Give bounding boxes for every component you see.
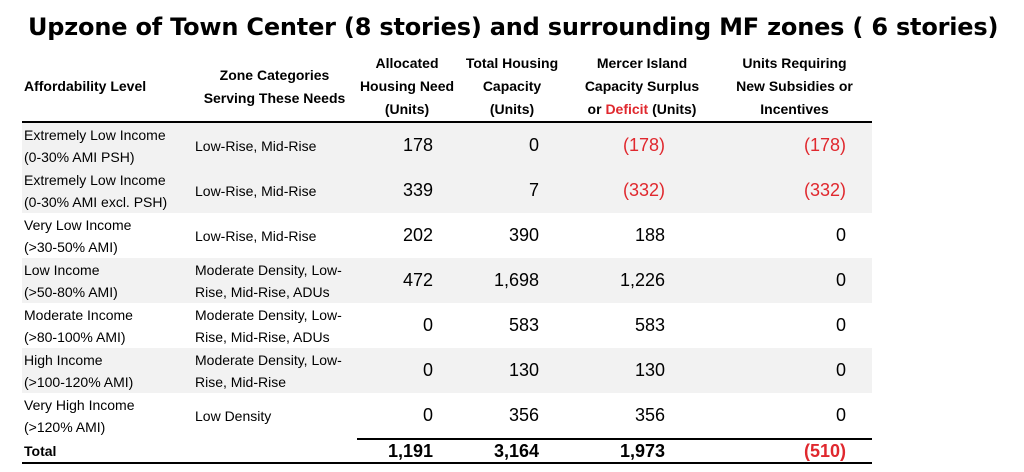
page-title: Upzone of Town Center (8 stories) and su… [28, 13, 999, 41]
capacity-cell: 130 [457, 348, 567, 393]
subsidy-cell: 0 [835, 405, 846, 425]
subsidy-cell: 0 [717, 348, 872, 393]
header-allocated: Allocated Housing Need (Units) [357, 52, 457, 123]
affordability-level-cell: Moderate Income (>80-100% AMI) [24, 306, 133, 345]
surplus-cell: (178) [567, 122, 717, 168]
table-row: Low Income (>50-80% AMI) Moderate Density… [22, 258, 872, 303]
subsidy-cell: 0 [717, 258, 872, 303]
subsidy-cell: (332) [717, 168, 872, 213]
capacity-cell: 7 [457, 168, 567, 213]
affordability-level-cell: Low Income (>50-80% AMI) [22, 258, 192, 303]
capacity-cell: 583 [508, 315, 539, 335]
total-subsidy: (510) [717, 438, 872, 464]
zone-cell: Moderate Density, Low- Rise, Mid-Rise, AD… [192, 258, 357, 303]
surplus-cell: 1,226 [567, 258, 717, 303]
affordability-level-cell: Extremely Low Income (0-30% AMI PSH) [22, 122, 192, 168]
table-row: Extremely Low Income (0-30% AMI PSH) Low-… [22, 122, 872, 168]
zone-cell: Low Density [195, 408, 272, 424]
total-zone-cell [192, 439, 357, 464]
table-row: Moderate Income (>80-100% AMI) Moderate D… [22, 303, 872, 348]
allocated-cell: 0 [422, 315, 433, 335]
zone-cell: Moderate Density, Low- Rise, Mid-Rise [192, 348, 357, 393]
allocated-cell: 472 [357, 258, 457, 303]
zone-cell: Low-Rise, Mid-Rise [195, 227, 317, 244]
header-surplus: Mercer Island Capacity Surplus or Deficit … [567, 52, 717, 123]
surplus-cell: 583 [634, 315, 665, 335]
header-zone-categories: Zone Categories Serving These Needs [192, 52, 357, 123]
surplus-cell: 356 [634, 405, 665, 425]
table-row: Very Low Income (>30-50% AMI) Low-Rise, M… [22, 213, 872, 258]
header-capacity: Total Housing Capacity (Units) [457, 52, 567, 123]
housing-capacity-table: Affordability Level Zone Categories Servi… [22, 52, 872, 464]
total-capacity: 3,164 [457, 438, 567, 464]
total-row: Total 1,191 3,164 1,973 (510) [22, 438, 872, 464]
subsidy-cell: (178) [717, 122, 872, 168]
zone-cell: Low-Rise, Mid-Rise [192, 122, 357, 168]
allocated-cell: 339 [357, 168, 457, 213]
table-header-row: Affordability Level Zone Categories Servi… [22, 52, 872, 123]
allocated-cell: 202 [402, 225, 433, 245]
subsidy-cell: 0 [835, 315, 846, 335]
affordability-level-cell: Very High Income (>120% AMI) [24, 397, 135, 435]
subsidy-cell: 0 [835, 225, 846, 245]
capacity-cell: 356 [508, 405, 539, 425]
table-row: Very High Income (>120% AMI) Low Density … [22, 393, 872, 439]
affordability-level-cell: High Income (>100-120% AMI) [22, 348, 192, 393]
total-allocated: 1,191 [357, 438, 457, 464]
allocated-cell: 0 [422, 405, 433, 425]
surplus-cell: 188 [634, 225, 665, 245]
table-row: Extremely Low Income (0-30% AMI excl. PSH… [22, 168, 872, 213]
surplus-cell: (332) [567, 168, 717, 213]
total-label: Total [22, 439, 192, 464]
capacity-cell: 390 [508, 225, 539, 245]
allocated-cell: 178 [357, 122, 457, 168]
capacity-cell: 0 [457, 122, 567, 168]
affordability-level-cell: Extremely Low Income (0-30% AMI excl. PSH… [22, 168, 192, 213]
zone-cell: Low-Rise, Mid-Rise [192, 168, 357, 213]
capacity-cell: 1,698 [457, 258, 567, 303]
affordability-level-cell: Very Low Income (>30-50% AMI) [24, 216, 132, 255]
table-row: High Income (>100-120% AMI) Moderate Dens… [22, 348, 872, 393]
total-surplus: 1,973 [567, 438, 717, 464]
deficit-label: Deficit [605, 101, 649, 117]
header-subsidy: Units Requiring New Subsidies or Incentive… [717, 52, 872, 123]
allocated-cell: 0 [357, 348, 457, 393]
header-affordability: Affordability Level [22, 52, 192, 123]
surplus-cell: 130 [567, 348, 717, 393]
zone-cell: Moderate Density, Low- Rise, Mid-Rise, AD… [195, 306, 342, 345]
